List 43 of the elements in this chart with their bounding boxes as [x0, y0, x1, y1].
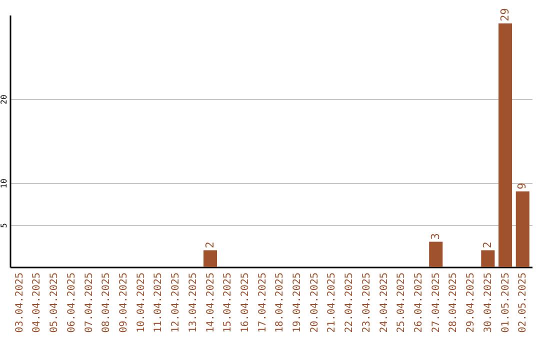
x-tick-label: 12.04.2025: [170, 272, 182, 333]
y-tick-label: 10: [0, 178, 8, 188]
x-tick-label: 21.04.2025: [326, 272, 338, 333]
bar: [516, 191, 530, 267]
x-tick-label: 10.04.2025: [136, 272, 147, 333]
x-tick-label: 28.04.2025: [448, 272, 460, 333]
x-tick-label: 25.04.2025: [396, 272, 408, 333]
x-tick-label: 29.04.2025: [466, 272, 477, 333]
bar: [203, 250, 218, 267]
x-tick-label: 24.04.2025: [378, 272, 390, 333]
x-tick-label: 19.04.2025: [292, 272, 304, 333]
x-tick-label: 16.04.2025: [240, 272, 251, 333]
x-tick-label: 06.04.2025: [66, 272, 78, 333]
bar: [429, 242, 443, 267]
y-tick-label: 5: [0, 222, 8, 228]
x-tick-label: 27.04.2025: [430, 272, 442, 333]
x-tick-label: 14.04.2025: [205, 272, 216, 333]
x-tick-label: 04.04.2025: [32, 272, 43, 333]
x-tick-label: 03.04.2025: [14, 272, 26, 333]
x-tick-label: 08.04.2025: [101, 272, 112, 333]
x-tick-label: 17.04.2025: [257, 272, 268, 333]
bar: [481, 250, 495, 267]
x-tick-label: 30.04.2025: [482, 272, 494, 333]
x-tick-label: 15.04.2025: [222, 272, 234, 333]
data-label: 3: [428, 233, 442, 240]
x-tick-label: 26.04.2025: [414, 272, 425, 333]
x-tick-label: 23.04.2025: [361, 272, 372, 333]
x-tick-label: 18.04.2025: [274, 272, 286, 333]
x-tick-label: 07.04.2025: [84, 272, 95, 333]
x-tick-label: 11.04.2025: [153, 272, 164, 333]
x-tick-label: 09.04.2025: [118, 272, 130, 333]
x-tick-label: 20.04.2025: [309, 272, 320, 333]
x-tick-label: 22.04.2025: [344, 272, 356, 333]
data-label: 29: [498, 8, 512, 22]
x-tick-label: 01.05.2025: [500, 272, 512, 333]
y-tick-label: 20: [0, 94, 8, 104]
data-label: 2: [480, 242, 494, 248]
bar: [498, 23, 512, 267]
x-tick-label: 02.05.2025: [518, 272, 529, 333]
data-label: 2: [203, 242, 216, 248]
x-tick-label: 05.04.2025: [49, 272, 60, 333]
data-label: 9: [516, 182, 529, 190]
x-tick-label: 13.04.2025: [188, 272, 199, 333]
